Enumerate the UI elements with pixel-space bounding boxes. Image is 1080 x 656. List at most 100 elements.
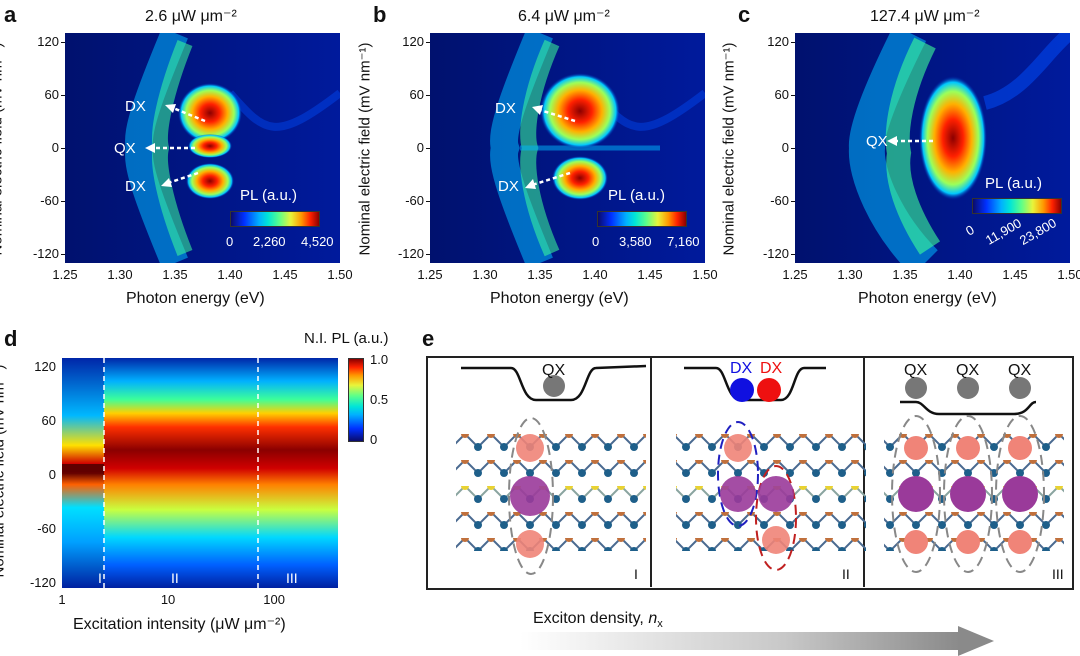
qx-blob bbox=[188, 134, 232, 158]
y-tick-mark bbox=[61, 254, 65, 256]
y-tick-mark bbox=[61, 201, 65, 203]
x-tick-c: 1.40 bbox=[947, 267, 973, 282]
schematic-divider-1 bbox=[650, 357, 652, 587]
schematic-e-svg bbox=[456, 364, 866, 575]
heatmap-d-svg bbox=[62, 358, 338, 588]
y-tick-mark bbox=[791, 254, 795, 256]
y-tick-mark bbox=[426, 254, 430, 256]
x-tick-a: 1.30 bbox=[107, 267, 133, 282]
b-dx-upper-blob bbox=[540, 73, 620, 149]
e-label-qx-I: QX bbox=[542, 362, 566, 379]
y-tick-a: -60 bbox=[40, 193, 59, 209]
heatmap-a bbox=[65, 33, 340, 263]
ylabel-d: Nominal electric field (mV nm⁻¹) bbox=[0, 364, 8, 578]
x-tick-a: 1.35 bbox=[162, 267, 188, 282]
panel-letter-d: d bbox=[4, 326, 18, 351]
cbar-d-tick-1: 0.5 bbox=[370, 392, 389, 407]
x-tick-c: 1.50 bbox=[1057, 267, 1080, 282]
y-tick-mark bbox=[791, 41, 795, 43]
e-region-III: III bbox=[1052, 566, 1064, 582]
colorbar-d bbox=[348, 358, 364, 442]
cbar-a-label: PL (a.u.) bbox=[240, 187, 297, 204]
y-tick-b: 0 bbox=[416, 140, 424, 155]
x-tick-d: 1 bbox=[58, 592, 66, 607]
colorbar-a bbox=[230, 211, 320, 227]
panel-letter-b: b bbox=[373, 2, 387, 27]
xlabel-d: Excitation intensity (μW μm⁻²) bbox=[73, 616, 286, 633]
y-tick-mark bbox=[426, 94, 430, 96]
xlabel-a: Photon energy (eV) bbox=[126, 290, 265, 307]
xlabel-c: Photon energy (eV) bbox=[858, 290, 997, 307]
cbar-b-tick-2: 7,160 bbox=[667, 234, 700, 249]
y-tick-mark bbox=[61, 41, 65, 43]
heatmap-b-svg bbox=[430, 33, 705, 263]
anno-c-qx: QX bbox=[866, 133, 888, 150]
cbar-d-label: N.I. PL (a.u.) bbox=[304, 330, 389, 347]
heatmap-a-svg bbox=[65, 33, 340, 263]
exciton-density-label: Exciton density, nx bbox=[533, 610, 663, 630]
x-tick-a: 1.40 bbox=[217, 267, 243, 282]
y-tick-mark bbox=[61, 94, 65, 96]
colorbar-b bbox=[597, 211, 687, 227]
y-tick-b: -60 bbox=[405, 193, 424, 209]
e-label-qx-III-1: QX bbox=[904, 362, 928, 379]
y-tick-b: 120 bbox=[402, 33, 424, 49]
qx-particle-I bbox=[543, 375, 565, 397]
cbar-a-tick-1: 2,260 bbox=[253, 234, 286, 249]
y-tick-a: 60 bbox=[44, 86, 59, 102]
anno-a-dx-upper: DX bbox=[125, 98, 146, 115]
y-tick-b: -120 bbox=[397, 246, 424, 262]
y-tick-c: 120 bbox=[767, 33, 789, 49]
e-region-II: II bbox=[842, 566, 850, 582]
x-tick-c: 1.30 bbox=[837, 267, 863, 282]
x-tick-c: 1.25 bbox=[782, 267, 808, 282]
e-region-I: I bbox=[634, 566, 638, 582]
heatmap-b bbox=[430, 33, 705, 263]
ylabel-b: Nominal electric field (mV nm⁻¹) bbox=[356, 42, 374, 256]
y-tick-b: 60 bbox=[409, 86, 424, 102]
cbar-c-label: PL (a.u.) bbox=[985, 175, 1042, 192]
xlabel-b: Photon energy (eV) bbox=[490, 290, 629, 307]
cbar-b-label: PL (a.u.) bbox=[608, 187, 665, 204]
y-tick-c: -60 bbox=[770, 193, 789, 209]
e-label-dx-blue: DX bbox=[730, 360, 753, 377]
e-label-qx-III-2: QX bbox=[956, 362, 980, 379]
panel-a-title: 2.6 μW μm⁻² bbox=[145, 8, 237, 25]
y-tick-c: -120 bbox=[762, 246, 789, 262]
heatmap-c-svg bbox=[795, 33, 1070, 263]
x-tick-b: 1.30 bbox=[472, 267, 498, 282]
cbar-a-tick-0: 0 bbox=[226, 234, 234, 249]
y-tick-mark bbox=[61, 148, 65, 149]
cbar-b-tick-0: 0 bbox=[592, 234, 600, 249]
qx-particle-III-1 bbox=[905, 377, 927, 399]
x-tick-c: 1.45 bbox=[1002, 267, 1028, 282]
region-d-I: I bbox=[98, 570, 102, 586]
exciton-density-sub: x bbox=[657, 618, 663, 631]
ylabel-a: Nominal electric field (mV nm⁻¹) bbox=[0, 42, 6, 256]
x-tick-b: 1.50 bbox=[692, 267, 718, 282]
anno-a-qx: QX bbox=[114, 140, 136, 157]
x-tick-b: 1.40 bbox=[582, 267, 608, 282]
x-tick-d: 100 bbox=[263, 592, 285, 607]
c-qx-blob bbox=[919, 76, 987, 200]
colorbar-c bbox=[972, 198, 1062, 214]
heatmap-d bbox=[62, 358, 338, 588]
y-tick-d: -120 bbox=[29, 575, 56, 591]
schematic-e-frame bbox=[426, 356, 1074, 590]
cbar-b-tick-1: 3,580 bbox=[619, 234, 652, 249]
dx-particle-blue bbox=[730, 378, 754, 402]
heatmap-c bbox=[795, 33, 1070, 263]
anno-b-dx-upper: DX bbox=[495, 100, 516, 117]
y-tick-a: 120 bbox=[37, 33, 59, 49]
y-tick-mark bbox=[426, 41, 430, 43]
exciton-density-arrow bbox=[520, 632, 960, 650]
y-tick-mark bbox=[426, 201, 430, 203]
region-d-III: III bbox=[286, 570, 298, 586]
panel-letter-e: e bbox=[422, 326, 435, 351]
cbar-a-tick-2: 4,520 bbox=[301, 234, 334, 249]
x-tick-a: 1.25 bbox=[52, 267, 78, 282]
y-tick-mark bbox=[791, 148, 795, 149]
e-label-dx-red: DX bbox=[760, 360, 783, 377]
y-tick-d: -60 bbox=[37, 521, 56, 537]
anno-b-dx-lower: DX bbox=[498, 178, 519, 195]
